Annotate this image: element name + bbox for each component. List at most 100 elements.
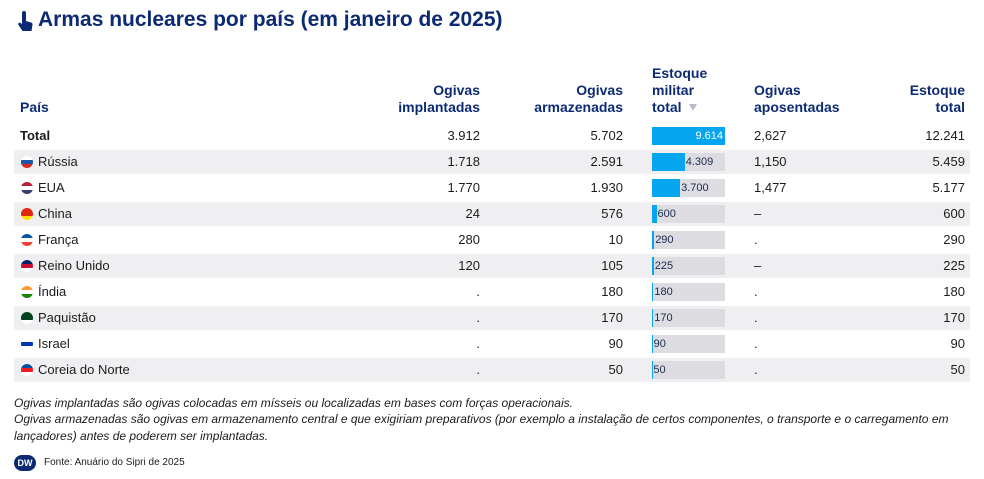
cell-total: 170 (943, 310, 965, 325)
cell-deployed: 3.912 (447, 128, 480, 143)
bar-track (652, 309, 725, 327)
bar-label: 170 (654, 312, 673, 324)
bar-track (652, 257, 725, 275)
cell-country: Total (20, 128, 51, 143)
cell-stored: 105 (601, 258, 623, 273)
bar-track (652, 361, 725, 379)
cell-country: Coreia do Norte (38, 362, 130, 377)
flag (21, 364, 33, 376)
row-band (14, 150, 970, 174)
bar (652, 153, 685, 171)
header-stored: Ogivas armazenadas (534, 82, 623, 115)
bar-track (652, 283, 725, 301)
cell-retired: – (754, 258, 762, 273)
cell-country: Reino Unido (38, 258, 110, 273)
bar (652, 309, 654, 327)
cell-total: 600 (943, 206, 965, 221)
cell-total: 225 (943, 258, 965, 273)
note: Ogivas armazenadas são ogivas em armazen… (14, 412, 949, 443)
cell-deployed: 1.770 (447, 180, 480, 195)
bar-label: 600 (657, 208, 676, 220)
cell-deployed: 1.718 (447, 154, 480, 169)
flag (21, 182, 33, 194)
bar-label: 90 (653, 338, 666, 350)
bar-label: 3.700 (681, 182, 709, 194)
flag (21, 234, 33, 246)
logo: DW (14, 455, 36, 471)
row-band (14, 306, 970, 330)
cell-retired: . (754, 232, 758, 247)
bar-label: 180 (654, 286, 673, 298)
cell-deployed: . (476, 310, 480, 325)
cell-stored: 180 (601, 284, 623, 299)
cell-total: 5.177 (932, 180, 965, 195)
header-military: Estoque militar total (652, 65, 708, 115)
flag (21, 286, 33, 298)
title: Armas nucleares por país (em janeiro de … (38, 8, 503, 31)
bar (652, 283, 654, 301)
cell-retired: . (754, 362, 758, 377)
flag (21, 338, 33, 350)
bar (652, 205, 657, 223)
cell-deployed: 120 (458, 258, 480, 273)
bar-label: 4.309 (685, 156, 714, 168)
cell-stored: 1.930 (590, 180, 623, 195)
bar-track (652, 231, 725, 249)
title-icon (18, 11, 33, 31)
flag (21, 312, 33, 324)
cell-stored: 170 (601, 310, 623, 325)
cell-total: 180 (943, 284, 965, 299)
flag (21, 208, 33, 220)
cell-total: 50 (950, 362, 965, 377)
cell-stored: 10 (608, 232, 623, 247)
bar (652, 257, 654, 275)
cell-stored: 50 (608, 362, 623, 377)
cell-deployed: 24 (465, 206, 480, 221)
cell-total: 290 (943, 232, 965, 247)
note: Ogivas implantadas são ogivas colocadas … (14, 396, 573, 410)
row-band (14, 358, 970, 382)
cell-total: 90 (950, 336, 965, 351)
cell-deployed: 280 (458, 232, 480, 247)
cell-retired: . (754, 310, 758, 325)
bar-label: 225 (654, 260, 674, 272)
cell-retired: – (754, 206, 762, 221)
cell-country: Índia (38, 284, 67, 299)
cell-stored: 5.702 (590, 128, 623, 143)
cell-deployed: . (476, 362, 480, 377)
bar-track (652, 205, 725, 223)
row-band (14, 202, 970, 226)
cell-total: 5.459 (932, 154, 965, 169)
header-country: País (20, 99, 49, 115)
cell-country: EUA (38, 180, 65, 195)
header-deployed: Ogivas implantadas (398, 82, 480, 115)
bar-track (652, 335, 725, 353)
bar (652, 127, 725, 145)
bar-label: 9.614 (695, 130, 723, 142)
cell-retired: . (754, 336, 758, 351)
cell-country: Rússia (38, 154, 78, 169)
bar (652, 335, 653, 353)
cell-total: 12.241 (925, 128, 965, 143)
bar (652, 179, 681, 197)
cell-retired: 1,150 (754, 154, 787, 169)
cell-retired: 2,627 (754, 128, 787, 143)
cell-country: França (38, 232, 79, 247)
header-retired: Ogivas aposentadas (754, 82, 840, 115)
cell-country: Paquistão (38, 310, 96, 325)
cell-retired: 1,477 (754, 180, 787, 195)
bar (652, 231, 655, 249)
bar-label: 50 (653, 364, 666, 376)
cell-stored: 90 (608, 336, 623, 351)
cell-country: Israel (38, 336, 70, 351)
sort-icon (689, 104, 697, 111)
source: Fonte: Anuário do Sipri de 2025 (44, 457, 185, 468)
row-band (14, 254, 970, 278)
flag (21, 260, 33, 272)
cell-stored: 576 (601, 206, 623, 221)
cell-stored: 2.591 (590, 154, 623, 169)
bar-label: 290 (655, 234, 674, 246)
header-total: Estoque total (909, 82, 965, 115)
flag (21, 156, 33, 168)
